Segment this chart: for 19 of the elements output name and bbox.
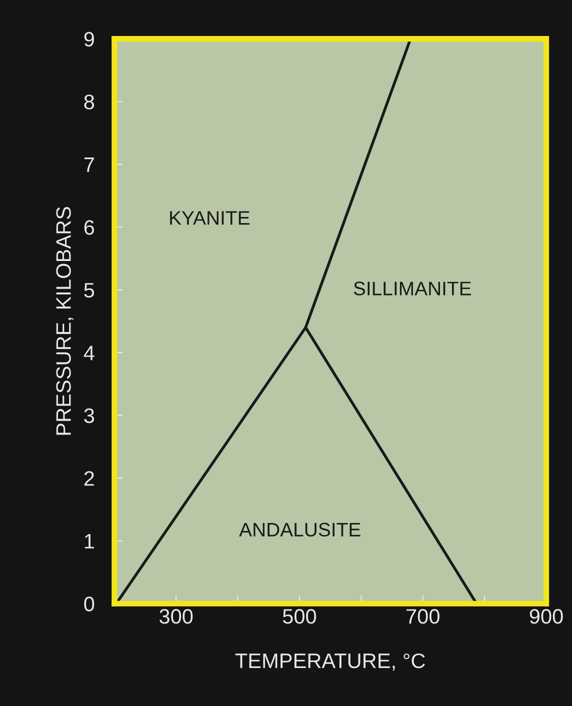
y-tick-label: 7 bbox=[84, 158, 94, 172]
annotation: ANDALUSITE bbox=[239, 522, 360, 537]
x-axis-title: TEMPERATURE, °C bbox=[235, 653, 425, 671]
y-tick-label: 1 bbox=[84, 534, 94, 548]
y-tick-label: 5 bbox=[84, 283, 94, 298]
x-tick-label: 700 bbox=[406, 609, 440, 624]
x-tick-label: 900 bbox=[530, 609, 563, 624]
annotation: KYANITE bbox=[170, 211, 250, 225]
y-tick-label: 3 bbox=[84, 408, 94, 424]
y-tick-label: 9 bbox=[84, 32, 94, 47]
y-tick-label: 2 bbox=[84, 471, 94, 486]
x-tick-label: 500 bbox=[282, 609, 316, 624]
annotation: SILLIMANITE bbox=[354, 282, 471, 296]
x-tick-label: 300 bbox=[160, 609, 193, 624]
y-tick-label: 8 bbox=[84, 94, 94, 110]
y-tick-label: 6 bbox=[84, 220, 94, 235]
y-tick-label: 4 bbox=[84, 346, 94, 360]
y-tick-label: 0 bbox=[84, 596, 94, 612]
y-axis-title: PRESSURE, KILOBARS bbox=[56, 206, 74, 435]
